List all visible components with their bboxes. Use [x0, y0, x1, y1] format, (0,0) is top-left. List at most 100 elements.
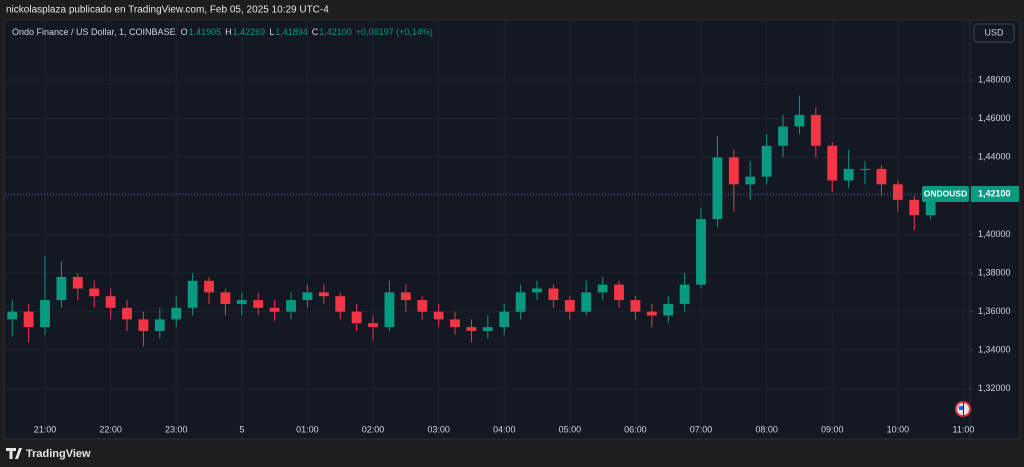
y-tick-label: 1,48000 — [978, 75, 1011, 85]
candle-body — [794, 114, 805, 127]
candle-body — [663, 303, 674, 316]
x-tick-label: 09:00 — [821, 424, 844, 434]
x-tick-label: 08:00 — [755, 424, 778, 434]
candle-body — [696, 219, 706, 285]
y-tick-label: 1,38000 — [978, 267, 1011, 277]
candle-body — [187, 280, 198, 308]
logo-mark — [6, 448, 22, 459]
y-tick-label: 1,44000 — [978, 152, 1011, 162]
x-tick-label: 22:00 — [99, 424, 122, 434]
flag-canton — [959, 406, 964, 410]
candle-body — [433, 311, 444, 320]
y-tick-label: 1,34000 — [978, 345, 1011, 355]
candle-body — [7, 311, 18, 320]
candle-body — [171, 307, 182, 320]
footer-logo: TradingView — [6, 448, 91, 460]
x-tick-label: 03:00 — [427, 424, 450, 434]
y-tick-label: 1,46000 — [978, 113, 1011, 123]
y-tick-label: 1,32000 — [978, 383, 1011, 393]
currency-label[interactable]: USD — [984, 27, 1004, 37]
x-tick-label: 01:00 — [296, 424, 319, 434]
candle-body — [876, 168, 887, 185]
x-tick-label: 05:00 — [559, 424, 582, 434]
plot — [7, 95, 936, 347]
candle-body — [679, 284, 690, 304]
candle-body — [236, 300, 247, 304]
candle-body — [532, 288, 542, 293]
symbol-badge — [922, 186, 969, 203]
candle-body — [89, 288, 100, 297]
candle-body — [400, 292, 411, 301]
ohlc-key: C — [312, 27, 319, 37]
candle-body — [827, 145, 838, 181]
candle-body — [318, 292, 329, 297]
ohlc-key: O — [181, 27, 188, 37]
x-tick-label: 02:00 — [362, 424, 385, 434]
candle-body — [925, 194, 936, 216]
chart-legend: Ondo Finance / US Dollar, 1, COINBASE O 1,… — [12, 27, 433, 37]
currency-button[interactable] — [973, 23, 1015, 43]
candle-body — [384, 292, 395, 328]
ohlc-value: 1,41894 — [275, 27, 308, 37]
x-tick-label: 10:00 — [887, 424, 910, 434]
candle-body — [269, 307, 280, 312]
symbol-label: ONDOUSD — [924, 188, 967, 198]
candle-body — [581, 292, 592, 312]
chart-panel — [3, 19, 1021, 440]
candle-body — [548, 288, 559, 301]
price-label: 1,42100 — [978, 188, 1011, 198]
candle-body — [105, 296, 116, 308]
candle-body — [351, 311, 362, 324]
x-tick-label: 07:00 — [690, 424, 713, 434]
x-tick-label: 5 — [239, 424, 244, 434]
brand-name: TradingView — [26, 448, 91, 460]
candle-body — [909, 199, 920, 216]
candle-body — [204, 280, 214, 293]
price-badge — [971, 186, 1019, 203]
y-tick-label: 1,40000 — [978, 229, 1011, 239]
x-tick-label: 23:00 — [165, 424, 188, 434]
candle-body — [778, 126, 788, 146]
candle-body — [335, 296, 346, 312]
candle-body — [72, 276, 83, 289]
candle-body — [614, 284, 624, 301]
change-value: +0,00197 (+0,14%) — [356, 27, 433, 37]
x-tick-label: 06:00 — [624, 424, 647, 434]
candle-body — [597, 284, 608, 293]
candle-body — [286, 300, 296, 312]
candle-body — [810, 114, 821, 146]
y-tick-label: 1,36000 — [978, 306, 1011, 316]
candle-body — [761, 145, 772, 177]
candle-body — [630, 300, 641, 312]
candle-body — [564, 300, 575, 312]
candle-body — [122, 307, 132, 320]
candle-body — [515, 292, 526, 312]
candle-body — [253, 300, 264, 308]
candle-body — [23, 311, 34, 328]
candle-body — [843, 168, 854, 181]
x-tick-label: 04:00 — [493, 424, 516, 434]
candle-body — [302, 292, 313, 301]
candle-body — [368, 323, 378, 328]
candle-body — [56, 276, 67, 301]
candle-body — [892, 184, 903, 200]
candle-body — [138, 319, 149, 331]
candle-body — [860, 168, 870, 170]
publish-header: nickolasplaza publicado en TradingView.c… — [6, 5, 329, 16]
candle-body — [482, 327, 493, 331]
ohlc-key: H — [225, 27, 232, 37]
candle-body — [220, 292, 231, 304]
candle-body — [646, 311, 657, 316]
grid — [5, 21, 970, 424]
x-tick-label: 21:00 — [34, 424, 57, 434]
x-tick-label: 11:00 — [953, 424, 975, 434]
candle-body — [712, 157, 723, 220]
candle-body — [417, 300, 428, 312]
ohlc-value: 1,42269 — [233, 27, 266, 37]
candle-body — [154, 319, 165, 331]
candle-body — [40, 300, 50, 328]
chart-title: Ondo Finance / US Dollar, 1, COINBASE — [12, 27, 176, 37]
candle-body — [745, 176, 756, 185]
